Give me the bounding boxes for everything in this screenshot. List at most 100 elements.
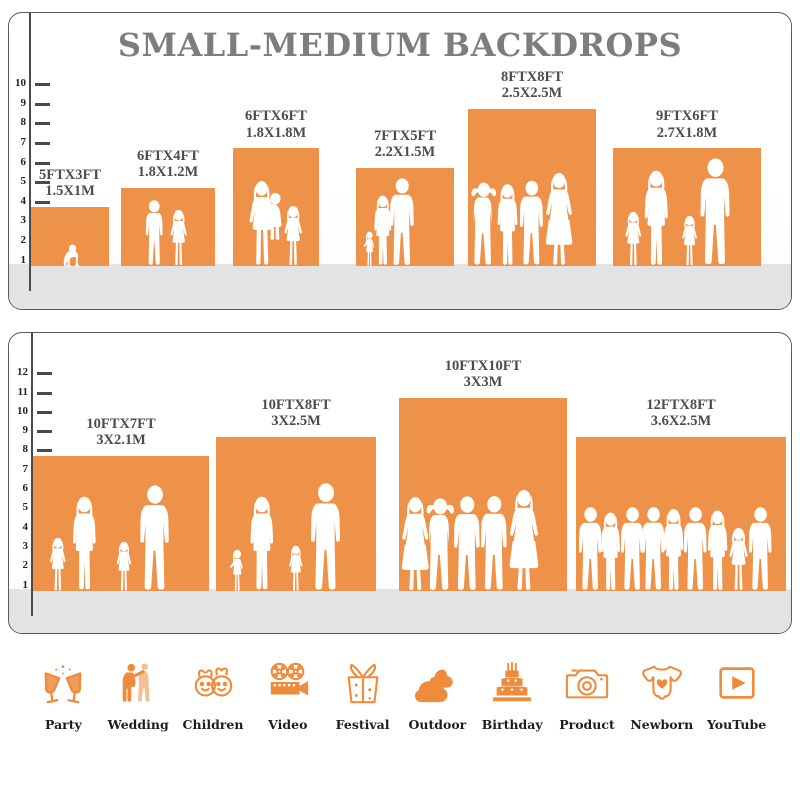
silhouette-group — [468, 109, 596, 266]
silhouette-group — [216, 437, 376, 591]
birthday-cake-icon — [484, 655, 540, 711]
bar-6ftx4ft — [121, 187, 215, 266]
bar-label-10ftx10ft: 10FTX10FT 3X3M — [444, 358, 522, 391]
y-tick-label: 12 — [17, 366, 28, 379]
category-festival[interactable]: Festival — [325, 655, 400, 732]
y-tick-mark — [37, 391, 52, 395]
y-tick-label: 5 — [22, 501, 29, 514]
bar-label-5ftx3ft: 5FTX3FT 1.5X1M — [38, 167, 102, 200]
category-label: Video — [268, 717, 308, 732]
y-tick-label: 7 — [20, 135, 27, 148]
category-label: Product — [559, 717, 615, 732]
y-tick-label: 6 — [20, 155, 27, 168]
bar-label-6ftx6ft: 6FTX6FT 1.8X1.8M — [244, 108, 308, 141]
usage-category-strip: Party Wedding Children Video Festival Outdoor… — [8, 655, 792, 760]
floor-band-1 — [9, 264, 791, 309]
y-tick-mark — [35, 141, 50, 145]
baby-onesie-icon — [634, 655, 690, 711]
category-video[interactable]: Video — [250, 655, 325, 732]
bar-7ftx5ft — [356, 168, 454, 266]
category-label: Children — [182, 717, 244, 732]
bar-label-7ftx5ft: 7FTX5FT 2.2X1.5M — [373, 128, 437, 161]
bar-label-10ftx7ft: 10FTX7FT 3X2.1M — [86, 415, 156, 449]
movie-camera-icon — [260, 655, 316, 711]
y-axis-line — [29, 13, 31, 291]
y-tick-label: 3 — [22, 539, 29, 552]
category-label: Newborn — [630, 717, 694, 732]
chart-panel-large: 1 2 3 4 5 6 7 8 9 10 11 12 10FTX7FT 3X2.1M 10FTX8FT 3… — [8, 332, 792, 634]
y-tick-mark — [37, 372, 52, 376]
y-tick-label: 11 — [17, 385, 28, 398]
y-tick-mark — [35, 200, 50, 204]
y-tick-label: 8 — [20, 116, 27, 129]
category-label: Festival — [335, 717, 390, 732]
bar-label-6ftx4ft: 6FTX4FT 1.8X1.2M — [136, 147, 200, 180]
y-tick-label: 5 — [20, 175, 27, 188]
y-tick-label: 3 — [20, 214, 27, 227]
bar-8ftx8ft — [468, 109, 596, 266]
y-tick-label: 9 — [22, 424, 29, 437]
y-tick-mark — [35, 122, 50, 126]
y-tick-mark — [37, 449, 52, 453]
category-wedding[interactable]: Wedding — [101, 655, 176, 732]
category-newborn[interactable]: Newborn — [624, 655, 699, 732]
y-tick-mark — [37, 430, 52, 434]
silhouette-group — [121, 188, 215, 266]
y-tick-mark — [35, 83, 50, 87]
bar-12ftx8ft — [576, 436, 786, 591]
bar-10ftx7ft — [33, 455, 209, 591]
play-button-icon — [709, 655, 765, 711]
y-tick-label: 10 — [15, 77, 26, 90]
cloud-icon — [409, 655, 465, 711]
y-tick-label: 2 — [22, 559, 29, 572]
bar-label-8ftx8ft: 8FTX8FT 2.5X2.5M — [500, 69, 564, 102]
two-kid-faces-icon — [185, 655, 241, 711]
y-axis-line — [31, 333, 33, 616]
silhouette-group — [399, 398, 567, 591]
bar-label-12ftx8ft: 12FTX8FT 3.6X2.5M — [646, 396, 716, 429]
bar-10ftx10ft — [399, 398, 567, 591]
bar-5ftx3ft — [31, 207, 109, 266]
category-label: Birthday — [481, 717, 543, 732]
y-tick-label: 6 — [22, 482, 29, 494]
y-tick-label: 4 — [20, 194, 27, 207]
category-birthday[interactable]: Birthday — [475, 655, 550, 732]
camera-icon — [559, 655, 615, 711]
y-tick-label: 2 — [20, 233, 27, 246]
y-tick-label: 1 — [22, 578, 29, 591]
bar-10ftx8ft — [216, 436, 376, 591]
silhouette-group — [31, 207, 109, 266]
plot-area-2: 1 2 3 4 5 6 7 8 9 10 11 12 10FTX7FT 3X2.1M 10FTX8FT 3… — [9, 333, 791, 633]
bride-groom-icon — [110, 655, 166, 711]
category-product[interactable]: Product — [550, 655, 625, 732]
category-party[interactable]: Party — [26, 655, 101, 732]
silhouette-group — [33, 456, 209, 591]
y-tick-mark — [35, 102, 50, 106]
y-tick-label: 1 — [20, 253, 27, 266]
y-tick-mark — [35, 181, 50, 185]
page-title: SMALL-MEDIUM BACKDROPS — [117, 26, 683, 64]
y-tick-mark — [35, 161, 50, 165]
category-label: YouTube — [706, 717, 767, 732]
category-label: Outdoor — [408, 717, 467, 732]
bar-label-9ftx6ft: 9FTX6FT 2.7X1.8M — [655, 108, 719, 141]
gift-box-icon — [335, 655, 391, 711]
silhouette-group — [233, 148, 319, 266]
bar-9ftx6ft — [613, 148, 761, 266]
y-tick-label: 9 — [20, 96, 27, 109]
category-outdoor[interactable]: Outdoor — [400, 655, 475, 732]
category-label: Party — [45, 717, 82, 732]
y-tick-label: 8 — [22, 443, 29, 456]
y-tick-mark — [37, 410, 52, 414]
silhouette-group — [613, 148, 761, 266]
silhouette-group — [356, 168, 454, 266]
y-tick-label: 4 — [22, 520, 29, 533]
y-tick-label: 7 — [22, 462, 29, 475]
champagne-glasses-icon — [35, 655, 91, 711]
category-children[interactable]: Children — [176, 655, 251, 732]
floor-band-2 — [9, 589, 791, 633]
y-tick-label: 10 — [17, 404, 28, 417]
category-youtube[interactable]: YouTube — [699, 655, 774, 732]
bar-6ftx6ft — [233, 148, 319, 266]
